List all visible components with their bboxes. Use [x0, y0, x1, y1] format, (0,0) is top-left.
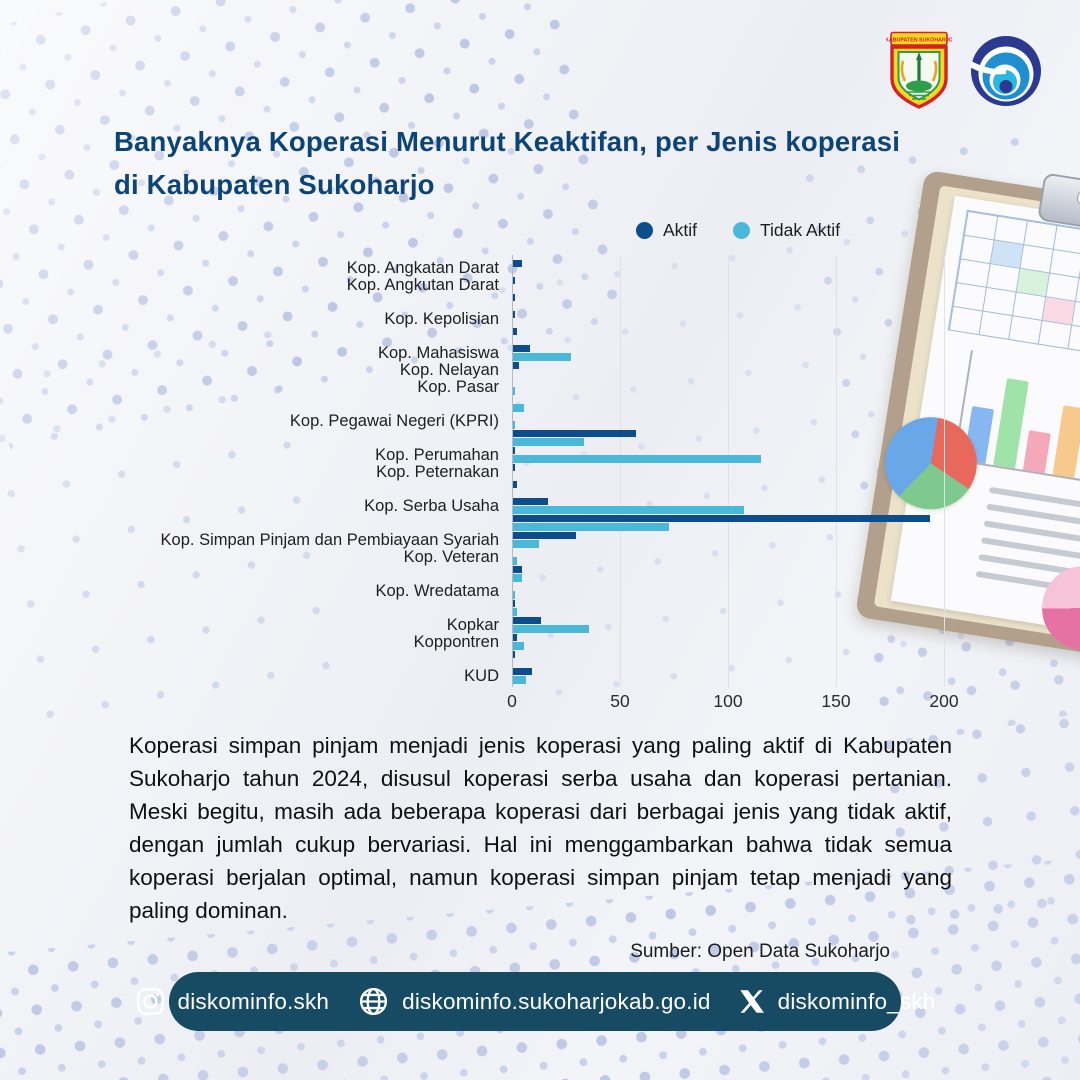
source-caption: Sumber: Open Data Sukoharjo — [630, 941, 890, 962]
bar-tidak-aktif — [513, 454, 762, 463]
bar-aktif — [513, 480, 518, 489]
bar-aktif — [513, 633, 518, 642]
footer-contact-bar: diskominfo.skh diskominfo.sukoharjokab.g… — [136, 972, 935, 1031]
bar-aktif — [513, 327, 518, 336]
description-paragraph: Koperasi simpan pinjam menjadi jenis kop… — [129, 733, 952, 923]
bar-tidak-aktif — [513, 505, 745, 514]
bar-tidak-aktif — [513, 624, 589, 633]
bar-aktif — [513, 276, 516, 285]
bar-aktif — [513, 650, 516, 659]
category-label: Kop. Pasar — [417, 377, 499, 396]
legend-label-aktif: Aktif — [662, 219, 697, 240]
footer-instagram: diskominfo.skh — [135, 986, 330, 1017]
bar-tidak-aktif — [513, 420, 516, 429]
bar-aktif — [513, 310, 516, 319]
bar-tidak-aktif — [513, 352, 572, 361]
category-label: Kop. Veteran — [403, 547, 499, 566]
category-label: Kop. Angkutan Darat — [346, 275, 499, 294]
chart-category-labels: Kop. Angkatan Darat Kop. Angkutan Darat Ko… — [0, 259, 499, 689]
bar-tidak-aktif — [513, 573, 522, 582]
chart-gridline — [728, 255, 729, 687]
sukoharjo-regency-crest-logo: KABUPATEN SUKOHARJO — [885, 31, 953, 114]
bar-aktif — [513, 344, 531, 353]
chart-legend: Aktif Tidak Aktif — [512, 217, 964, 243]
legend-dot-tidak-aktif — [732, 221, 750, 239]
title-line-2: di Kabupaten Sukoharjo — [114, 169, 435, 200]
globe-icon — [360, 987, 388, 1016]
bar-tidak-aktif — [513, 403, 524, 412]
legend-label-tidak-aktif: Tidak Aktif — [759, 219, 841, 240]
category-label: Koppontren — [413, 632, 499, 651]
chart-plot: 0 50 100 150 200 — [507, 255, 964, 711]
legend-item-tidak-aktif: Tidak Aktif — [732, 219, 841, 241]
bar-tidak-aktif — [513, 386, 516, 395]
legend-dot-aktif — [635, 221, 653, 239]
footer-x-handle: diskominfo_skh — [777, 988, 936, 1014]
instagram-icon — [136, 988, 164, 1015]
chart-gridline — [620, 255, 621, 687]
bar-tidak-aktif — [513, 556, 518, 565]
footer-website-url: diskominfo.sukoharjokab.go.id — [402, 988, 711, 1014]
bar-aktif — [513, 497, 548, 506]
title-line-1: Banyaknya Koperasi Menurut Keaktifan, pe… — [114, 126, 901, 157]
footer-website: diskominfo.sukoharjokab.go.id — [357, 985, 710, 1018]
bar-aktif — [513, 616, 542, 625]
bar-aktif — [513, 565, 522, 574]
x-axis-tick-label: 50 — [610, 691, 630, 711]
bar-tidak-aktif — [513, 607, 518, 616]
footer-instagram-handle: diskominfo.skh — [177, 988, 330, 1014]
bar-aktif — [513, 446, 516, 455]
bar-aktif — [513, 361, 520, 370]
category-label: Kop. Kepolisian — [384, 309, 499, 328]
kominfo-swoosh-logo — [968, 33, 1044, 114]
x-axis-tick-label: 200 — [929, 691, 959, 711]
bar-aktif — [513, 463, 516, 472]
category-label: Kop. Pegawai Negeri (KPRI) — [289, 411, 499, 430]
bar-aktif — [513, 429, 637, 438]
bar-aktif — [513, 259, 522, 268]
bar-tidak-aktif — [513, 641, 524, 650]
bar-aktif — [513, 667, 533, 676]
bar-tidak-aktif — [513, 590, 516, 599]
legend-item-aktif: Aktif — [635, 219, 697, 241]
category-label: Kop. Wredatama — [375, 581, 499, 600]
chart-gridline — [836, 255, 837, 687]
clipboard-mini-table — [947, 209, 1080, 355]
bar-aktif — [513, 514, 930, 523]
x-axis-tick-label: 150 — [821, 691, 851, 711]
crest-banner-text: KABUPATEN SUKOHARJO — [886, 38, 952, 44]
bar-tidak-aktif — [513, 675, 526, 684]
x-axis-tick-label: 100 — [713, 691, 743, 711]
bar-aktif — [513, 531, 576, 540]
bar-aktif — [513, 599, 516, 608]
bar-aktif — [513, 293, 516, 302]
bar-tidak-aktif — [513, 539, 539, 548]
chart-gridline — [944, 255, 945, 687]
category-label: Kop. Serba Usaha — [364, 496, 499, 515]
bar-tidak-aktif — [513, 522, 669, 531]
x-icon — [739, 990, 764, 1013]
page-title: Banyaknya Koperasi Menurut Keaktifan, pe… — [114, 120, 974, 206]
x-axis-tick-label: 0 — [507, 691, 517, 711]
bar-tidak-aktif — [513, 437, 585, 446]
category-label: KUD — [464, 666, 499, 685]
category-label: Kop. Peternakan — [376, 462, 499, 481]
footer-x: diskominfo_skh — [739, 988, 936, 1015]
